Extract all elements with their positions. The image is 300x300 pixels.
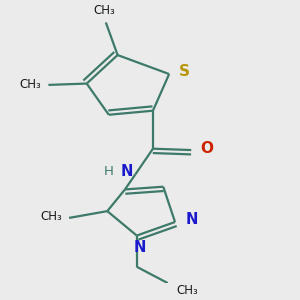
Text: CH₃: CH₃ <box>40 210 62 223</box>
Text: H: H <box>103 165 113 178</box>
Text: S: S <box>178 64 190 79</box>
Text: CH₃: CH₃ <box>19 78 41 92</box>
Text: CH₃: CH₃ <box>176 284 198 297</box>
Text: O: O <box>200 141 213 156</box>
Text: N: N <box>185 212 198 227</box>
Text: N: N <box>120 164 133 179</box>
Text: CH₃: CH₃ <box>94 4 115 16</box>
Text: N: N <box>134 240 146 255</box>
